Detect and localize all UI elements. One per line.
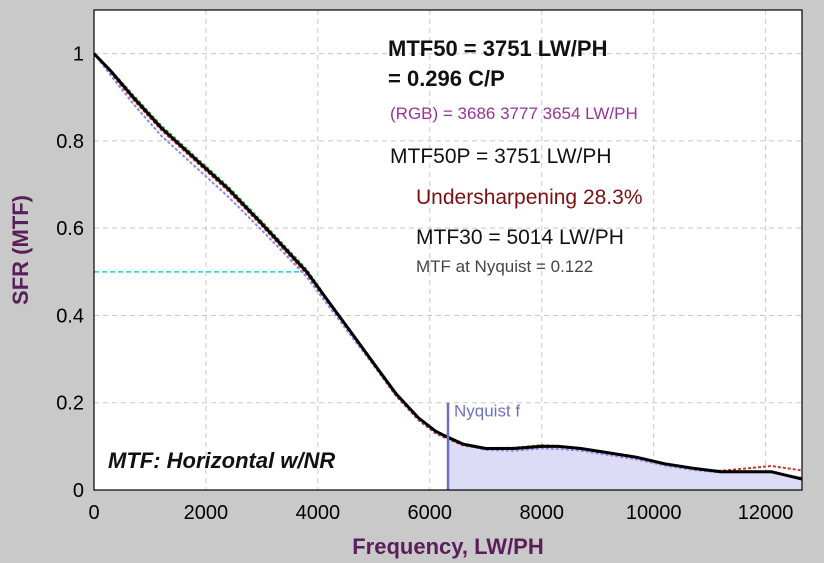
y-tick-label: 0.8 — [56, 131, 84, 153]
x-tick-label: 2000 — [184, 502, 229, 524]
y-axis-ticks: 0 0.2 0.4 0.6 0.8 1 — [56, 44, 84, 502]
x-tick-label: 6000 — [408, 502, 453, 524]
y-tick-label: 0 — [73, 480, 84, 502]
x-axis-ticks: 0 2000 4000 6000 8000 10000 12000 — [88, 502, 793, 524]
rgb-mtf50-text: (RGB) = 3686 3777 3654 LW/PH — [390, 104, 638, 123]
series-group — [92, 52, 803, 481]
y-tick-label: 0.6 — [56, 218, 84, 240]
mtf50p-text: MTF50P = 3751 LW/PH — [390, 145, 612, 168]
mtf50-text: MTF50 = 3751 LW/PH — [388, 36, 607, 61]
mtf30-text: MTF30 = 5014 LW/PH — [416, 226, 624, 249]
y-tick-label: 0.2 — [56, 393, 84, 415]
nyquist-mtf-text: MTF at Nyquist = 0.122 — [416, 257, 593, 276]
series-luminance-line — [92, 52, 803, 481]
y-tick-label: 1 — [73, 44, 84, 66]
y-tick-label: 0.4 — [56, 305, 84, 327]
x-tick-label: 10000 — [626, 502, 682, 524]
x-tick-label: 8000 — [519, 502, 564, 524]
x-tick-label: 0 — [88, 502, 99, 524]
nyquist-label: Nyquist f — [454, 402, 520, 421]
nyquist-shaded-area — [448, 437, 802, 490]
y-axis-title: SFR (MTF) — [8, 195, 33, 305]
mtf50-cp-text: = 0.296 C/P — [388, 66, 505, 91]
chart-title: MTF: Horizontal w/NR — [108, 448, 335, 473]
undersharpening-text: Undersharpening 28.3% — [416, 186, 643, 209]
x-tick-label: 12000 — [738, 502, 794, 524]
plot-frame — [93, 9, 803, 491]
x-axis-title: Frequency, LW/PH — [352, 534, 544, 559]
x-tick-label: 4000 — [296, 502, 341, 524]
